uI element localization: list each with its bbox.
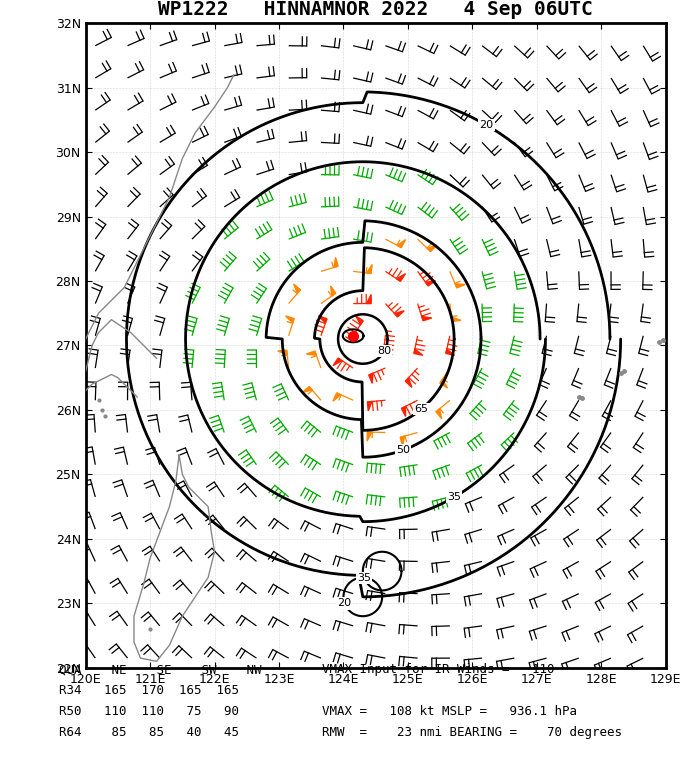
Text: VMAX Input for IR Winds =   110: VMAX Input for IR Winds = 110: [322, 663, 554, 676]
Text: 20: 20: [480, 120, 493, 130]
Polygon shape: [427, 245, 437, 252]
Polygon shape: [331, 286, 336, 296]
Polygon shape: [397, 239, 405, 248]
Text: R64    85   85   40   45: R64 85 85 40 45: [59, 726, 240, 739]
Polygon shape: [294, 284, 301, 293]
Polygon shape: [367, 432, 372, 441]
Polygon shape: [383, 349, 392, 355]
Polygon shape: [452, 317, 461, 321]
Title: WP1222   HINNAMNOR 2022   4 Sep 06UTC: WP1222 HINNAMNOR 2022 4 Sep 06UTC: [159, 0, 593, 19]
Text: 50: 50: [396, 445, 410, 455]
Polygon shape: [394, 311, 404, 317]
Text: R34   165  170  165  165: R34 165 170 165 165: [59, 684, 240, 697]
Text: R50   110  110   75   90: R50 110 110 75 90: [59, 705, 240, 718]
Polygon shape: [414, 349, 423, 355]
Polygon shape: [455, 284, 465, 288]
Polygon shape: [421, 317, 432, 320]
Polygon shape: [367, 294, 371, 303]
Polygon shape: [426, 281, 435, 286]
Polygon shape: [369, 374, 373, 384]
Polygon shape: [401, 406, 405, 416]
Text: 80: 80: [377, 347, 391, 357]
Polygon shape: [303, 387, 312, 392]
Text: 35: 35: [447, 493, 461, 503]
Polygon shape: [306, 351, 317, 355]
Text: QUA    NE    SE    SW    NW: QUA NE SE SW NW: [59, 663, 262, 676]
Polygon shape: [368, 401, 372, 411]
Polygon shape: [319, 316, 327, 323]
Polygon shape: [401, 436, 405, 446]
Text: RMW  =    23 nmi BEARING =    70 degrees: RMW = 23 nmi BEARING = 70 degrees: [322, 726, 621, 739]
Polygon shape: [333, 358, 342, 366]
Polygon shape: [446, 349, 454, 355]
Polygon shape: [285, 316, 294, 323]
Polygon shape: [334, 258, 338, 267]
Polygon shape: [333, 393, 341, 401]
Polygon shape: [405, 378, 412, 388]
Text: 20: 20: [338, 598, 352, 608]
Text: VMAX =   108 kt MSLP =   936.1 hPa: VMAX = 108 kt MSLP = 936.1 hPa: [322, 705, 577, 718]
Polygon shape: [436, 409, 442, 418]
Polygon shape: [396, 274, 405, 281]
Text: 35: 35: [357, 573, 371, 583]
Polygon shape: [440, 379, 447, 388]
Text: 65: 65: [415, 404, 428, 414]
Polygon shape: [278, 350, 287, 354]
Polygon shape: [366, 265, 372, 273]
Polygon shape: [356, 316, 363, 324]
